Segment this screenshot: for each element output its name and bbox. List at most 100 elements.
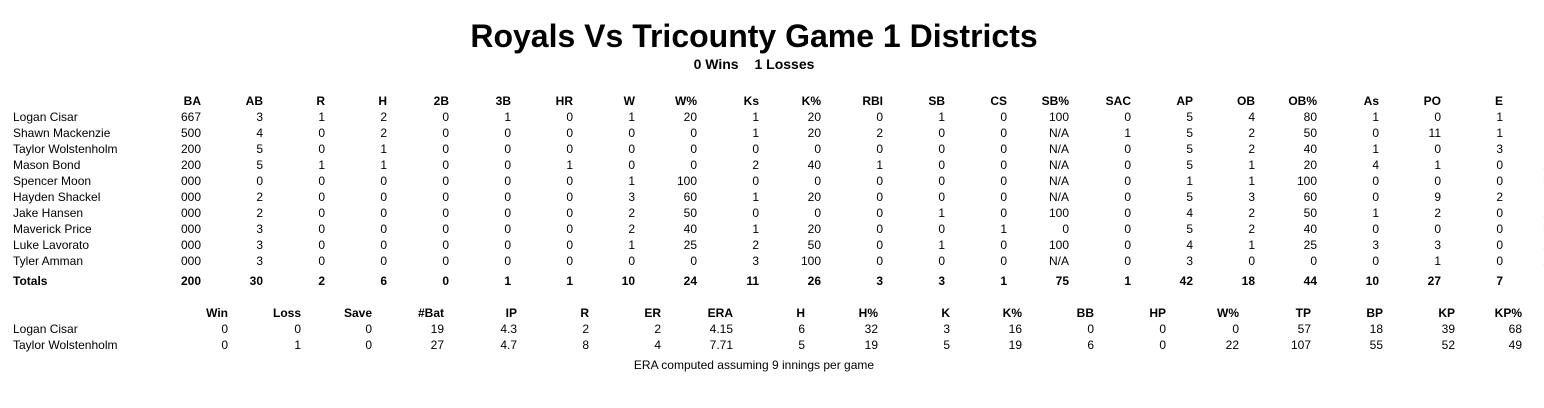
column-header: 3B: [495, 94, 511, 108]
stat-cell: 8: [582, 338, 589, 352]
stat-cell: 1: [628, 110, 635, 124]
column-header: SB%: [1041, 94, 1069, 108]
stat-cell: 1: [628, 174, 635, 188]
stat-cell: 0: [1496, 158, 1503, 172]
stat-cell: 0: [504, 254, 511, 268]
stat-cell: 1: [752, 190, 759, 204]
player-name: Taylor Wolstenholm: [13, 338, 118, 352]
player-name: Hayden Shackel: [13, 190, 101, 204]
stat-cell: 0: [318, 222, 325, 236]
stat-cell: 0: [628, 126, 635, 140]
stat-cell: 0: [442, 158, 449, 172]
stat-cell: 0: [442, 126, 449, 140]
stat-cell: 32: [864, 322, 878, 336]
stat-cell: 1: [1248, 238, 1255, 252]
stat-cell: 20: [1303, 158, 1317, 172]
stat-cell: 0: [318, 206, 325, 220]
column-header: W%: [675, 94, 697, 108]
stat-cell: N/A: [1048, 190, 1069, 204]
stat-cell: 0: [1496, 238, 1503, 252]
stat-cell: 2: [582, 322, 589, 336]
page-title: Royals Vs Tricounty Game 1 Districts: [470, 18, 1038, 54]
stat-cell: 2: [654, 322, 661, 336]
stat-cell: 0: [566, 238, 573, 252]
stat-cell: 25: [1503, 141, 1544, 157]
column-header: #Bat: [417, 306, 444, 320]
stat-cell: 667: [180, 110, 201, 124]
stat-cell: 000: [180, 206, 201, 220]
stat-cell: 1: [752, 222, 759, 236]
stat-cell: 20: [807, 222, 821, 236]
stat-cell: 0: [690, 142, 697, 156]
stat-cell: 4.7: [500, 338, 517, 352]
stat-cell: 80: [1303, 110, 1317, 124]
stat-cell: 0: [938, 142, 945, 156]
stat-cell: 0: [876, 110, 883, 124]
player-name: Luke Lavorato: [13, 238, 90, 252]
stat-cell: 0: [1000, 158, 1007, 172]
player-name: Shawn Mackenzie: [13, 126, 111, 140]
stat-cell: 10: [1365, 274, 1379, 288]
stat-cell: 7.71: [709, 338, 733, 352]
column-header: Save: [343, 306, 372, 320]
stat-cell: N/A: [1048, 174, 1069, 188]
stat-cell: 84: [1503, 269, 1544, 291]
stat-cell: 9: [1434, 190, 1441, 204]
stat-cell: 1: [938, 110, 945, 124]
column-header: OB: [1237, 94, 1255, 108]
stat-cell: 5: [943, 338, 950, 352]
stat-cell: 0: [256, 174, 263, 188]
stat-cell: 0: [1496, 206, 1503, 220]
stat-cell: 40: [807, 158, 821, 172]
stat-cell: 0: [1124, 206, 1131, 220]
stat-cell: 0: [1248, 254, 1255, 268]
stat-cell: 60: [683, 190, 697, 204]
table-row: Taylor Wolstenholm 200 5 0 1 0 0 0 0 0 0 0 0 0 0 N/A 0 5 2…: [13, 141, 1544, 157]
stat-cell: N/A: [1503, 221, 1544, 237]
stat-cell: N/A: [1048, 142, 1069, 156]
stat-cell: 27: [1427, 274, 1441, 288]
stat-cell: 0: [814, 142, 821, 156]
stat-cell: 49: [1508, 338, 1522, 352]
player-name: Mason Bond: [13, 158, 81, 172]
stat-cell: 1: [504, 110, 511, 124]
column-header-player: [13, 93, 163, 109]
column-header: E: [1494, 94, 1503, 108]
stat-cell: 1: [318, 158, 325, 172]
stat-cell: 0: [1434, 110, 1441, 124]
stat-cell: 3: [752, 254, 759, 268]
stat-cell: 44: [1303, 274, 1317, 288]
stat-cell: 4.15: [709, 322, 733, 336]
stat-cell: 0: [690, 126, 697, 140]
column-header: KP: [1438, 306, 1455, 320]
stat-cell: 0: [318, 126, 325, 140]
stat-cell: 1: [1248, 174, 1255, 188]
stat-cell: 0: [1496, 174, 1503, 188]
player-name: Taylor Wolstenholm: [13, 142, 118, 156]
stat-cell: 0: [318, 142, 325, 156]
era-footnote: ERA computed assuming 9 innings per game: [633, 358, 875, 372]
stat-cell: 50: [683, 206, 697, 220]
stat-cell: 0: [1372, 222, 1379, 236]
stat-cell: 3: [1496, 142, 1503, 156]
stat-cell: 2: [318, 274, 325, 288]
stat-cell: 2: [752, 238, 759, 252]
stat-cell: 60: [1303, 190, 1317, 204]
stat-cell: 200: [180, 158, 201, 172]
stat-cell: 2: [380, 110, 387, 124]
stat-cell: 50: [807, 238, 821, 252]
stat-cell: 0: [504, 222, 511, 236]
column-header: Win: [206, 306, 228, 320]
stat-cell: 19: [430, 322, 444, 336]
stat-cell: 1: [380, 158, 387, 172]
stat-cell: 25: [683, 238, 697, 252]
stat-cell: 0: [504, 190, 511, 204]
losses-count: 1 Losses: [754, 56, 815, 72]
stat-cell: 0: [1000, 126, 1007, 140]
stat-cell: 2: [256, 190, 263, 204]
table-row: Jake Hansen00020000025000010100042501201…: [13, 205, 1544, 221]
stat-cell: 0: [318, 238, 325, 252]
column-header: W%: [1217, 306, 1239, 320]
stat-cell: 1: [1186, 174, 1193, 188]
stat-cell: 0: [752, 206, 759, 220]
